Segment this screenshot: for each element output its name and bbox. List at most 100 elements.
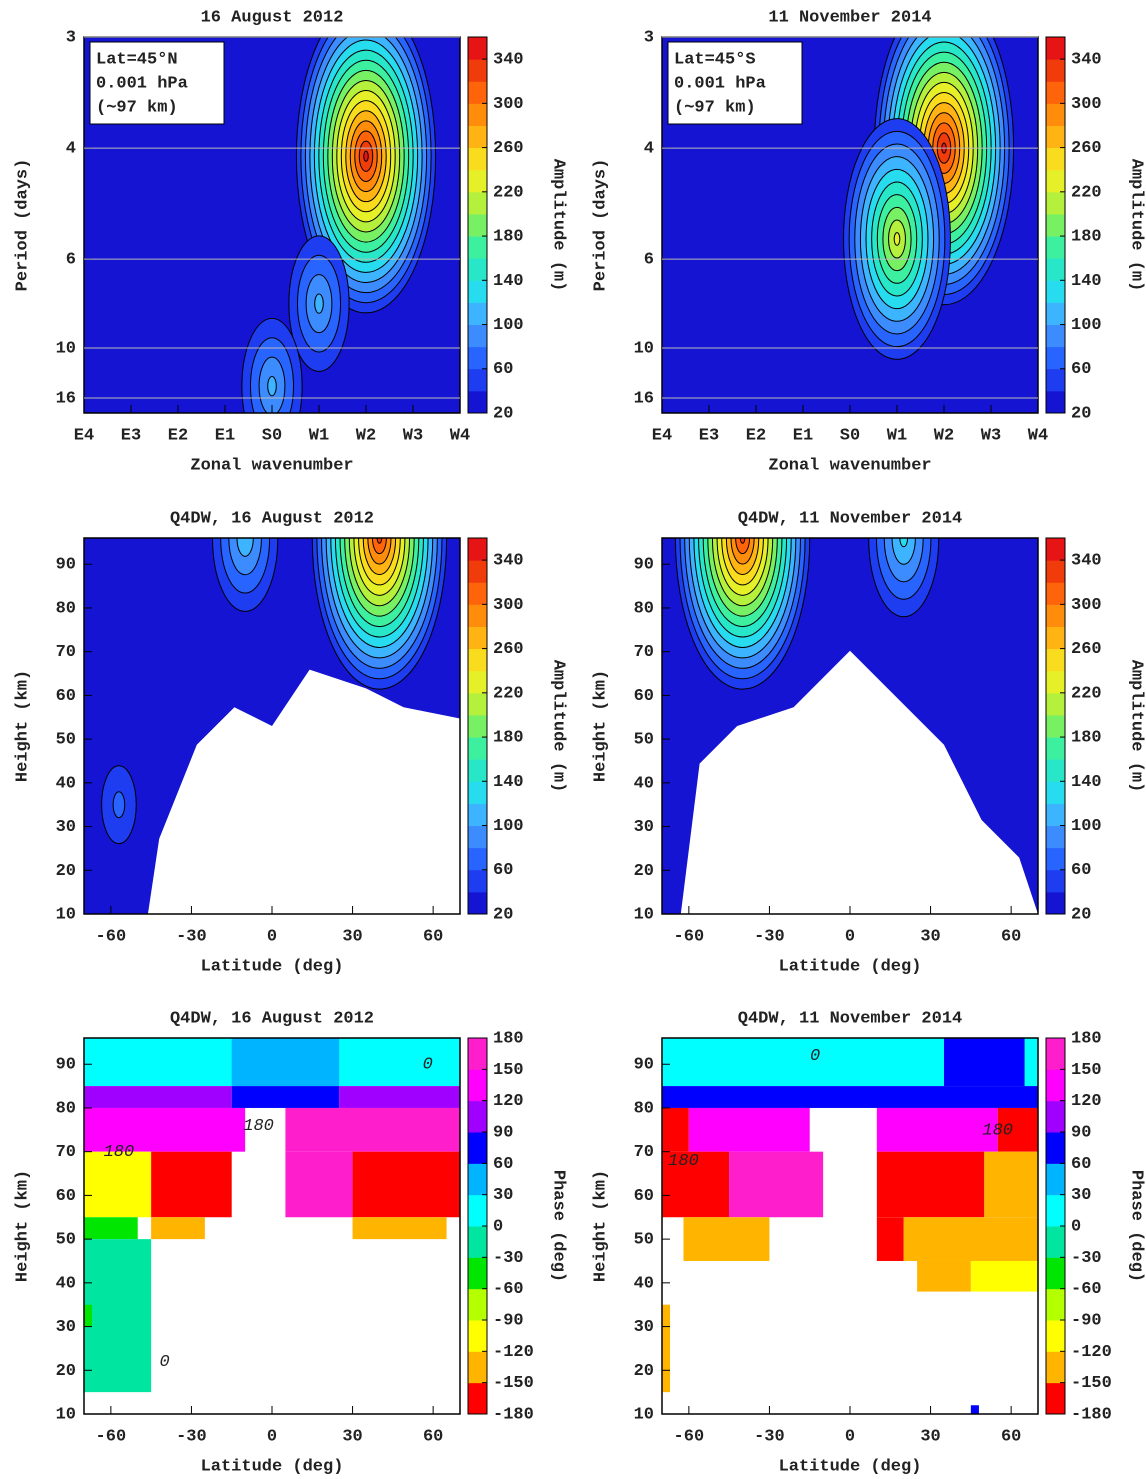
colorbar-swatch [468,648,487,672]
colorbar-tick-label: 180 [1071,1029,1102,1048]
x-tick-label: 30 [342,1427,362,1446]
colorbar-label: Phase (deg) [1127,1170,1146,1282]
colorbar-tick-label: 340 [493,552,524,571]
annotation-box [89,41,225,125]
phase-cell [84,1304,93,1327]
x-axis-label: Latitude (deg) [201,957,344,976]
y-tick-label: 60 [56,1187,76,1206]
colorbar-swatch [1046,759,1065,782]
colorbar-tick-label: 150 [493,1061,524,1080]
colorbar-tick-label: 220 [1071,183,1102,202]
y-tick-label: 40 [634,1274,654,1293]
y-tick-label: 80 [56,599,76,618]
y-tick-label: 70 [56,643,76,662]
y-tick-label: 50 [56,731,76,750]
y-tick-label: 16 [634,390,654,409]
annotation: Lat=45°N [96,50,178,69]
x-axis-label: Latitude (deg) [779,1457,922,1476]
colorbar-swatch [1046,324,1065,348]
colorbar-tick-label: 260 [493,139,524,158]
x-tick-label: E3 [699,426,719,445]
colorbar-swatch [1046,1194,1065,1227]
colorbar-swatch [468,191,487,215]
colorbar-tick-label: 300 [1071,596,1102,615]
y-tick-label: 20 [56,1362,76,1381]
colorbar-tick-label: 180 [1071,729,1102,748]
x-tick-label: 60 [423,927,443,946]
colorbar-swatch [468,258,487,281]
colorbar-swatch [468,891,487,915]
colorbar-tick-label: -90 [1071,1311,1102,1330]
colorbar-swatch [468,1163,487,1196]
phase-cell [970,1405,979,1414]
phase-cell [352,1217,447,1240]
x-tick-label: 30 [920,927,940,946]
x-tick-label: 0 [267,927,277,946]
chart-title: 16 August 2012 [201,8,344,27]
colorbar-tick-label: 120 [1071,1092,1102,1111]
colorbar-tick-label: 260 [1071,640,1102,659]
colorbar-label: Amplitude (m) [549,660,568,793]
y-tick-label: 80 [634,1099,654,1118]
phase-cell [285,1151,353,1218]
colorbar-frame [467,36,488,414]
colorbar-swatch [1046,258,1065,281]
phase-cell [662,1304,671,1393]
colorbar-swatch [1046,302,1065,326]
x-tick-label: 30 [342,927,362,946]
colorbar-swatch [1046,670,1065,694]
x-tick-label: 0 [267,1427,277,1446]
colorbar-tick-label: 60 [493,360,513,379]
y-axis-label: Height (km) [591,1170,610,1282]
y-tick-label: 90 [634,1056,654,1075]
colorbar-swatch [1046,1226,1065,1258]
contour-label: 0 [810,1047,820,1066]
phase-cell [231,1086,340,1108]
colorbar-swatch [468,759,487,782]
colorbar-tick-label: 340 [1071,51,1102,70]
colorbar-swatch [468,346,487,370]
x-tick-label: -60 [96,927,127,946]
colorbar-tick-label: 100 [1071,817,1102,836]
colorbar-tick-label: 220 [493,183,524,202]
x-tick-label: E3 [121,426,141,445]
phase-cell [729,1151,824,1218]
colorbar-swatch [468,692,487,716]
colorbar-swatch [468,280,487,303]
x-tick-label: W4 [1028,426,1048,445]
colorbar-swatch [468,81,487,104]
colorbar-tick-label: 20 [493,404,513,423]
phase-cell [151,1151,232,1218]
colorbar-tick-label: 60 [493,861,513,880]
phase-cell [662,1086,1038,1108]
colorbar-swatch [1046,37,1065,60]
colorbar-swatch [1046,1351,1065,1384]
phase-cell [84,1086,232,1108]
x-tick-label: S0 [840,426,860,445]
colorbar-tick-label: 120 [493,1092,524,1111]
colorbar-tick-label: -120 [1071,1343,1112,1362]
colorbar-swatch [468,213,487,237]
x-tick-label: 0 [845,1427,855,1446]
colorbar-tick-label: 60 [1071,861,1091,880]
y-tick-label: 50 [634,1231,654,1250]
colorbar-tick-label: 100 [493,817,524,836]
x-tick-label: E2 [168,426,188,445]
plot-area [84,37,460,413]
contour-level [363,150,369,162]
x-tick-label: W1 [887,426,907,445]
contour-level [112,791,126,819]
x-tick-label: -30 [754,927,785,946]
colorbar-swatch [468,1226,487,1258]
colorbar-swatch [468,125,487,149]
x-tick-label: -60 [674,927,705,946]
colorbar-tick-label: 150 [1071,1061,1102,1080]
y-tick-label: 60 [634,687,654,706]
colorbar-tick-label: -90 [493,1311,524,1330]
colorbar-swatch [468,324,487,348]
colorbar-tick-label: 90 [1071,1123,1091,1142]
colorbar-tick-label: 20 [493,905,513,924]
colorbar-swatch [468,1257,487,1290]
colorbar-swatch [468,236,487,259]
colorbar-swatch [468,847,487,871]
